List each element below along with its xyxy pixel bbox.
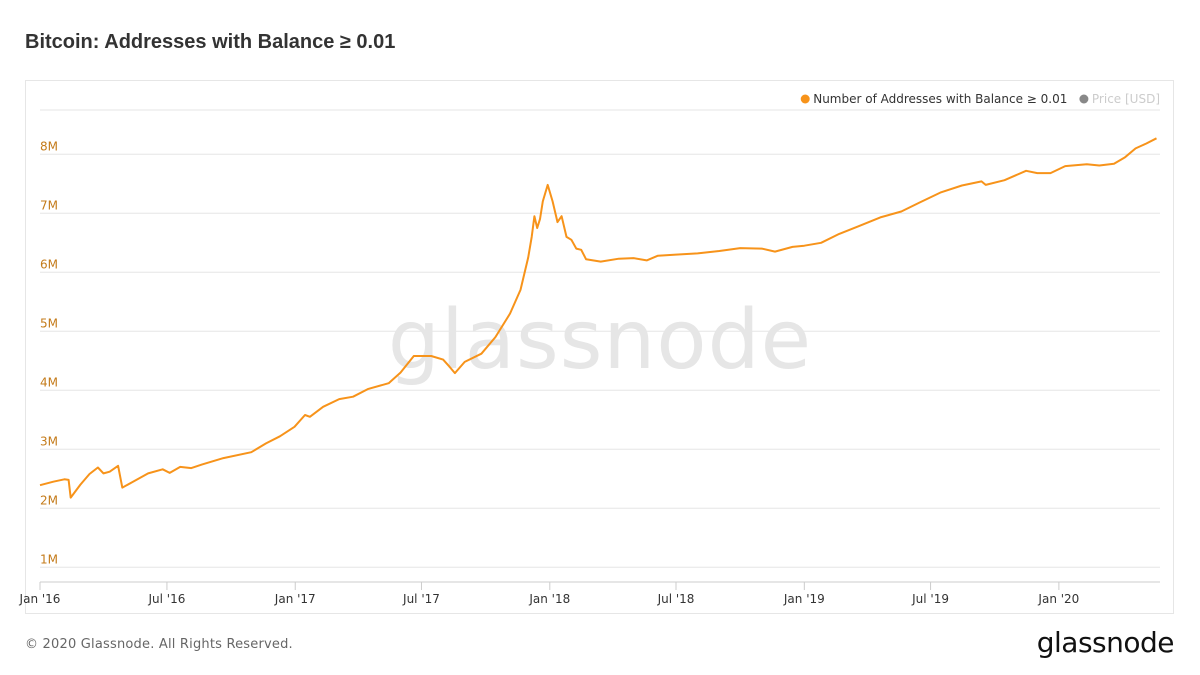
y-tick-label: 4M [40,375,58,389]
legend: Price [USD] Number of Addresses with Bala… [800,92,1160,106]
x-tick-label: Jan '19 [783,592,825,606]
legend-marker [800,94,810,104]
x-tick-label: Jul '19 [911,592,949,606]
y-axis-tick-labels: 1M 2M 3M 4M 5M 6M 7M 8M [40,139,58,566]
x-tick-label: Jan '17 [274,592,316,606]
y-tick-label: 6M [40,257,58,271]
legend-item[interactable]: Price [USD] [1079,92,1160,106]
x-tick-label: Jul '17 [402,592,440,606]
y-tick-label: 7M [40,198,58,212]
copyright-text: © 2020 Glassnode. All Rights Reserved. [25,637,293,652]
grid-lines [40,109,1160,583]
glassnode-logo[interactable]: glassnode [1036,626,1175,659]
legend-label: Price [USD] [1092,92,1160,106]
y-tick-label: 5M [40,316,58,330]
x-tick-label: Jan '20 [1037,592,1079,606]
x-tick-label: Jan '18 [528,592,570,606]
chart-container [25,80,1174,614]
series-line-addresses [39,137,1157,499]
y-tick-label: 1M [40,552,58,566]
legend-label: Number of Addresses with Balance ≥ 0.01 [813,92,1067,106]
x-tick-label: Jul '18 [657,592,695,606]
y-tick-label: 3M [40,434,58,448]
legend-marker [1079,94,1089,104]
x-tick-label: Jul '16 [147,592,185,606]
watermark: glassnode [388,293,812,388]
chart-title: Bitcoin: Addresses with Balance ≥ 0.01 [25,31,396,53]
x-axis-tick-labels: Jan '16 Jul '16 Jan '17 Jul '17 Jan '18 Jul '… [19,582,1079,606]
x-tick-label: Jan '16 [19,592,61,606]
legend-item[interactable]: Number of Addresses with Balance ≥ 0.01 [800,92,1068,106]
y-tick-label: 8M [40,139,58,153]
y-tick-label: 2M [40,493,58,507]
series-layer [39,137,1157,499]
